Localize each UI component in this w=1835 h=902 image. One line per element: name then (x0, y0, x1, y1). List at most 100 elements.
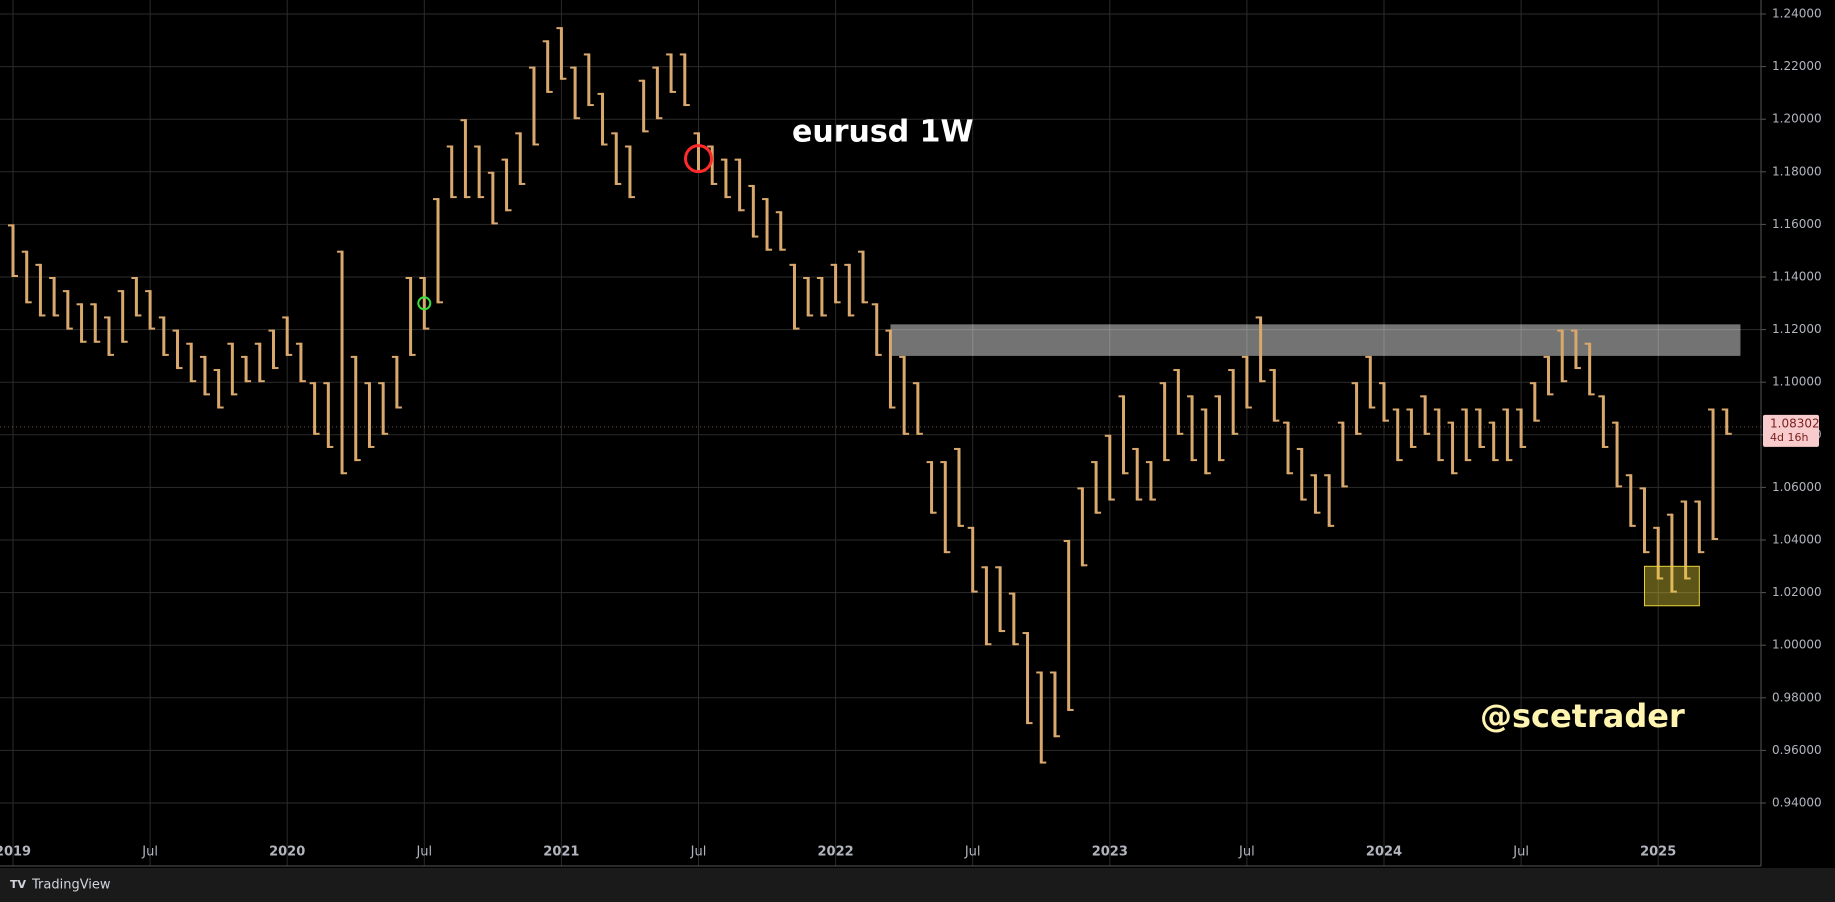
price-bar (971, 526, 975, 593)
price-bar (1478, 408, 1482, 448)
price-bar (1108, 434, 1112, 501)
x-tick-label: 2022 (818, 845, 854, 860)
x-tick-label: Jul (415, 845, 432, 860)
price-bar (52, 277, 56, 317)
price-bar (751, 184, 755, 238)
y-tick-label: 1.04000 (1772, 533, 1822, 547)
price-bar (381, 382, 385, 435)
price-bar (1067, 540, 1071, 711)
price-bar (1039, 671, 1043, 764)
price-bar (1574, 329, 1578, 370)
price-bar (1368, 355, 1372, 409)
price-bar (875, 303, 879, 356)
resistance-zone (890, 324, 1741, 356)
price-bar (1615, 421, 1619, 488)
footer (0, 868, 1835, 902)
price-bar (559, 27, 563, 80)
price-bar (1560, 329, 1564, 383)
price-bar (697, 132, 700, 172)
price-bar (1355, 382, 1359, 435)
price-bar (354, 355, 358, 462)
price-bar (121, 290, 125, 343)
price-bar (943, 461, 947, 554)
price-bar (902, 355, 906, 435)
price-bar (1272, 369, 1276, 422)
price-bar (422, 277, 426, 330)
y-tick-label: 1.06000 (1772, 480, 1822, 494)
price-bar (1382, 382, 1386, 422)
price-bar (1505, 408, 1509, 462)
price-bar (1149, 461, 1153, 501)
brand: TradingView (31, 878, 111, 893)
price-bar (1519, 408, 1523, 448)
price-bar (1437, 408, 1441, 462)
price-bar (244, 355, 248, 383)
price-bar (1163, 382, 1167, 462)
support-box (1643, 565, 1700, 607)
price-bar (477, 145, 481, 199)
x-tick-label: 2023 (1092, 845, 1128, 860)
price-bar (1176, 369, 1180, 435)
price-bar (546, 40, 550, 93)
last-price-box (1763, 414, 1819, 447)
price-bar (957, 447, 961, 527)
x-tick-label: 2025 (1640, 845, 1676, 860)
price-bar (38, 263, 42, 317)
price-bar (916, 382, 920, 435)
price-bar (806, 277, 810, 317)
price-bar (409, 277, 413, 356)
x-tick-label: 2024 (1366, 845, 1402, 860)
price-bar (25, 250, 29, 304)
price-bar (134, 277, 138, 317)
x-tick-label: 2019 (0, 845, 31, 860)
price-bar (1464, 408, 1468, 462)
price-bar (189, 342, 193, 383)
price-bar (1259, 316, 1263, 383)
price-bar (1492, 421, 1496, 462)
price-bar (1245, 355, 1249, 409)
price-bar (505, 158, 509, 212)
price-bar (1286, 421, 1290, 475)
price-bar (1423, 395, 1427, 435)
y-tick-label: 1.20000 (1772, 112, 1822, 126)
price-bar (1204, 408, 1208, 475)
price-bar (107, 316, 111, 356)
price-bar (683, 53, 687, 107)
price-bar (450, 145, 454, 199)
price-bar (587, 53, 591, 107)
y-tick-label: 1.14000 (1772, 270, 1822, 284)
price-bar (491, 171, 495, 225)
price-bar (1135, 447, 1139, 501)
price-bar (463, 119, 467, 199)
price-bar (1642, 487, 1646, 554)
price-bar (655, 66, 659, 120)
x-tick-label: Jul (690, 845, 707, 860)
price-bar (792, 263, 796, 330)
price-bar (1053, 671, 1057, 738)
price-bar (532, 66, 536, 146)
price-bar (669, 53, 673, 93)
y-tick-label: 1.18000 (1772, 164, 1822, 178)
price-bar (1231, 369, 1235, 435)
price-bar (1327, 474, 1331, 527)
price-bar (1080, 487, 1084, 567)
price-bar (861, 250, 865, 304)
plot (0, 27, 1761, 764)
marker-circle (684, 144, 713, 174)
price-bar (1629, 474, 1633, 527)
y-tick-label: 0.98000 (1772, 690, 1822, 704)
price-bar (1313, 474, 1317, 514)
y-tick-label: 1.00000 (1772, 638, 1822, 652)
price-bar (888, 329, 892, 409)
price-bar (1409, 408, 1413, 448)
price-bar (66, 290, 70, 330)
price-bar (258, 342, 262, 383)
x-tick-label: Jul (1512, 845, 1529, 860)
price-bar (847, 263, 851, 317)
y-tick-label: 0.96000 (1772, 743, 1822, 757)
price-bar (614, 132, 618, 185)
price-bar (601, 92, 605, 146)
price-bar (1684, 500, 1688, 580)
price-bar (628, 145, 632, 199)
